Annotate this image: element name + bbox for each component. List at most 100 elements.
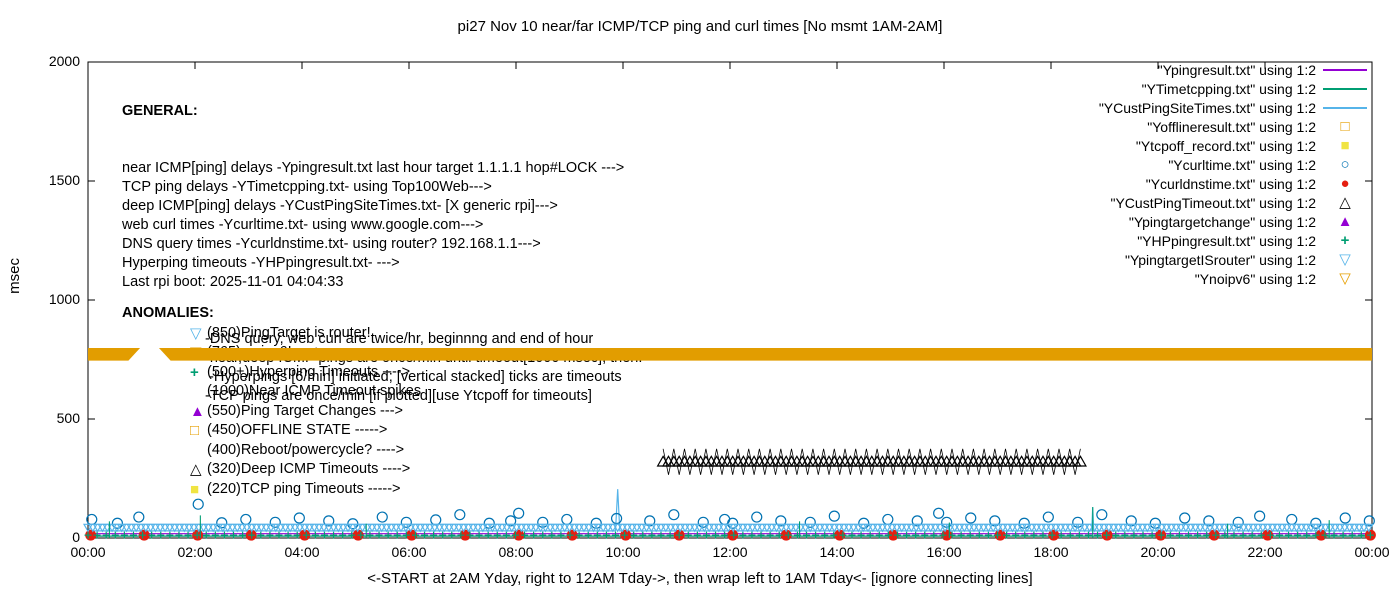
general-heading: GENERAL: [122, 103, 198, 119]
legend-label: "Ypingresult.txt" using 1:2 [1157, 61, 1316, 78]
x-tick-label: 00:00 [1354, 544, 1390, 560]
x-tick-label: 22:00 [1247, 544, 1283, 560]
legend-item: "Yofflineresult.txt" using 1:2 □ [1099, 117, 1374, 136]
legend-label: "YTimetcpping.txt" using 1:2 [1141, 80, 1316, 97]
triangle-up-filled-icon: ▲ [1337, 213, 1353, 230]
legend-label: "Ytcpoff_record.txt" using 1:2 [1135, 137, 1316, 154]
square-filled-icon: ■ [190, 480, 200, 498]
anomaly-text: (450)OFFLINE STATE -----> [207, 422, 388, 438]
anomaly-text: (400)Reboot/powercycle? ----> [207, 441, 405, 458]
general-line: web curl times -Ycurltime.txt- using www… [122, 217, 484, 233]
general-line: deep ICMP[ping] delays -YCustPingSiteTim… [122, 198, 558, 214]
anomaly-text: (220)TCP ping Timeouts -----> [207, 480, 401, 497]
plus-icon: + [1340, 232, 1350, 249]
triangle-up-open-icon: △ [1339, 194, 1351, 211]
x-tick-label: 04:00 [284, 544, 320, 560]
x-tick-label: 10:00 [605, 544, 641, 560]
anomaly-item: (400)Reboot/powercycle? ----> [190, 441, 421, 461]
triangle-down-open-icon: ▽ [190, 324, 202, 342]
general-sublines: -DNS query, web curl are twice/hr, begin… [205, 330, 642, 406]
legend-item: "Ynoipv6" using 1:2 ▽ [1099, 269, 1374, 288]
legend-label: "Ycurldnstime.txt" using 1:2 [1145, 175, 1316, 192]
triangle-up-filled-icon: ▲ [190, 402, 205, 420]
anomaly-item: △ (320)Deep ICMP Timeouts ----> [190, 460, 421, 480]
general-line: Last rpi boot: 2025-11-01 04:04:33 [122, 274, 344, 290]
square-open-icon: □ [190, 422, 200, 440]
x-tick-label: 14:00 [819, 544, 855, 560]
general-line: DNS query times -Ycurldnstime.txt- using… [122, 236, 541, 252]
legend-item: "Ypingtargetchange" using 1:2 ▲ [1099, 212, 1374, 231]
anomaly-item: ▲ (550)Ping Target Changes ---> [190, 402, 421, 422]
y-tick-label: 1000 [48, 291, 80, 307]
anomaly-item: ■ (220)TCP ping Timeouts -----> [190, 480, 421, 500]
anomaly-text: (1000)Near ICMP Timeout spikes [207, 383, 422, 399]
legend-item: "Ypingresult.txt" using 1:2 [1099, 60, 1374, 79]
plus-icon: + [190, 363, 199, 381]
legend-label: "YpingtargetISrouter" using 1:2 [1124, 251, 1316, 268]
anomalies-items: ▽ (850)PingTarget is router! ▽ (765)no ipv6… [190, 324, 421, 500]
y-tick-label: 0 [72, 529, 80, 545]
legend-label: "YHPpingresult.txt" using 1:2 [1137, 232, 1316, 249]
legend-line-swatch [1316, 87, 1374, 90]
anomaly-text: (850)PingTarget is router! [207, 324, 371, 341]
legend-item: "YTimetcpping.txt" using 1:2 [1099, 79, 1374, 98]
general-subline: -Hyperpings [6/min] initiated; [vertical… [205, 369, 622, 385]
legend-item: "YHPpingresult.txt" using 1:2 + [1099, 231, 1374, 250]
anomaly-item: ▽ (850)PingTarget is router! [190, 324, 421, 344]
legend-label: "Yofflineresult.txt" using 1:2 [1147, 118, 1316, 135]
anomaly-item: + (500+)Hyperping Timeouts ----> [190, 363, 421, 383]
legend-label: "YCustPingTimeout.txt" using 1:2 [1110, 194, 1316, 211]
x-tick-label: 08:00 [498, 544, 534, 560]
legend-item: "YCustPingTimeout.txt" using 1:2 △ [1099, 193, 1374, 212]
legend-item: "YCustPingSiteTimes.txt" using 1:2 [1099, 98, 1374, 117]
legend-line-swatch [1316, 106, 1374, 109]
general-lines: near ICMP[ping] delays -Ypingresult.txt … [122, 159, 642, 292]
x-axis-label: <-START at 2AM Yday, right to 12AM Tday-… [367, 570, 1033, 587]
legend-label: "YCustPingSiteTimes.txt" using 1:2 [1098, 99, 1316, 116]
general-subline: -TCP pings are once/min [if plotted][use… [205, 388, 592, 404]
square-filled-icon: ■ [1340, 137, 1350, 154]
y-tick-label: 1500 [48, 172, 80, 188]
legend-label: "Ypingtargetchange" using 1:2 [1128, 213, 1316, 230]
general-annotation: GENERAL: near ICMP[ping] delays -Ypingre… [122, 64, 642, 444]
x-axis-ticks: 00:00 02:00 04:00 06:00 08:00 10:00 12:00 14:00… [0, 544, 1400, 562]
chart-title: pi27 Nov 10 near/far ICMP/TCP ping and c… [457, 18, 943, 35]
anomaly-item: □ (450)OFFLINE STATE -----> [190, 421, 421, 441]
x-tick-label: 20:00 [1140, 544, 1176, 560]
anomaly-text: (550)Ping Target Changes ---> [207, 402, 403, 419]
legend-line-swatch [1316, 68, 1374, 71]
legend-label: "Ynoipv6" using 1:2 [1194, 270, 1316, 287]
anomaly-item: (1000)Near ICMP Timeout spikes [190, 382, 421, 402]
x-tick-label: 06:00 [391, 544, 427, 560]
legend-label: "Ycurltime.txt" using 1:2 [1168, 156, 1316, 173]
general-line: near ICMP[ping] delays -Ypingresult.txt … [122, 160, 625, 176]
anomalies-heading: ANOMALIES: [122, 305, 214, 321]
legend: "Ypingresult.txt" using 1:2 "YTimetcpping… [1099, 60, 1374, 288]
triangle-down-open-icon: ▽ [1339, 270, 1351, 287]
legend-item: "Ytcpoff_record.txt" using 1:2 ■ [1099, 136, 1374, 155]
x-tick-label: 18:00 [1033, 544, 1069, 560]
anomaly-text: (765)no ipv6! ----> [207, 344, 324, 360]
y-tick-label: 2000 [48, 53, 80, 69]
x-tick-label: 12:00 [712, 544, 748, 560]
anomalies-annotation: ANOMALIES: ▽ (850)PingTarget is router! ▽ (… [122, 304, 421, 499]
x-tick-label: 00:00 [70, 544, 106, 560]
anomaly-item: ▽ (765)no ipv6! ----> [190, 343, 421, 363]
triangle-up-open-icon: △ [190, 461, 202, 479]
anomaly-text: (500+)Hyperping Timeouts ----> [207, 363, 411, 380]
circle-open-icon: ○ [1340, 156, 1350, 173]
circle-filled-icon: ● [1340, 175, 1350, 192]
triangle-down-open-icon: ▽ [190, 344, 202, 362]
square-open-icon: □ [1340, 118, 1350, 135]
y-tick-label: 500 [56, 410, 80, 426]
general-line: Hyperping timeouts -YHPpingresult.txt- -… [122, 255, 400, 271]
x-tick-label: 02:00 [177, 544, 213, 560]
anomaly-text: (320)Deep ICMP Timeouts ----> [207, 461, 411, 477]
legend-item: "YpingtargetISrouter" using 1:2 ▽ [1099, 250, 1374, 269]
x-tick-label: 16:00 [926, 544, 962, 560]
general-subline: -DNS query, web curl are twice/hr, begin… [205, 331, 594, 347]
